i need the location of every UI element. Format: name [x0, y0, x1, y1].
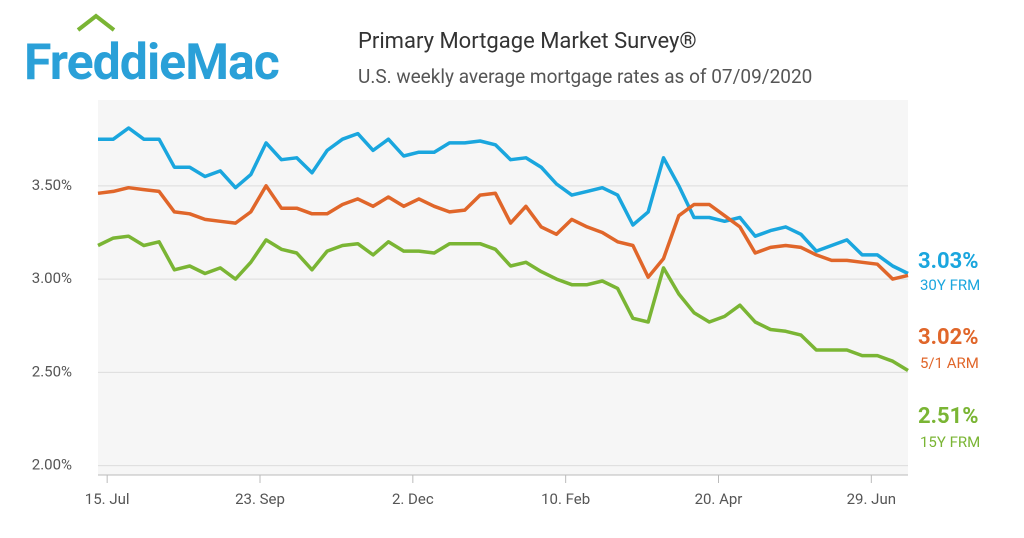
y-tick-label: 3.50%: [32, 176, 72, 194]
legend-label: 5/1 ARM: [920, 354, 979, 372]
x-tick-label: 23. Sep: [235, 490, 285, 508]
end-value-label: 3.03%: [918, 249, 979, 274]
chart-title: Primary Mortgage Market Survey®: [358, 29, 697, 54]
y-tick-label: 2.50%: [32, 362, 72, 380]
x-tick-label: 2. Dec: [392, 490, 434, 508]
series-line: [98, 126, 909, 276]
x-tick-label: 20. Apr: [695, 490, 743, 508]
logo: FreddieMac: [24, 34, 279, 92]
x-tick-label: 10. Feb: [541, 490, 590, 508]
end-value-label: 2.51%: [918, 404, 979, 429]
y-tick-label: 2.00%: [32, 456, 72, 474]
logo-roof: [76, 13, 116, 32]
legend-label: 15Y FRM: [920, 433, 980, 451]
plot-area: [98, 100, 908, 475]
series-line: [97, 184, 909, 281]
series-line: [97, 234, 909, 372]
x-tick-label: 29. Jun: [847, 490, 896, 508]
y-tick-label: 3.00%: [32, 269, 72, 287]
x-tick-label: 15. Jul: [85, 490, 130, 508]
chart-subtitle: U.S. weekly average mortgage rates as of…: [358, 65, 812, 88]
legend-label: 30Y FRM: [920, 276, 980, 294]
end-value-label: 3.02%: [918, 325, 979, 350]
